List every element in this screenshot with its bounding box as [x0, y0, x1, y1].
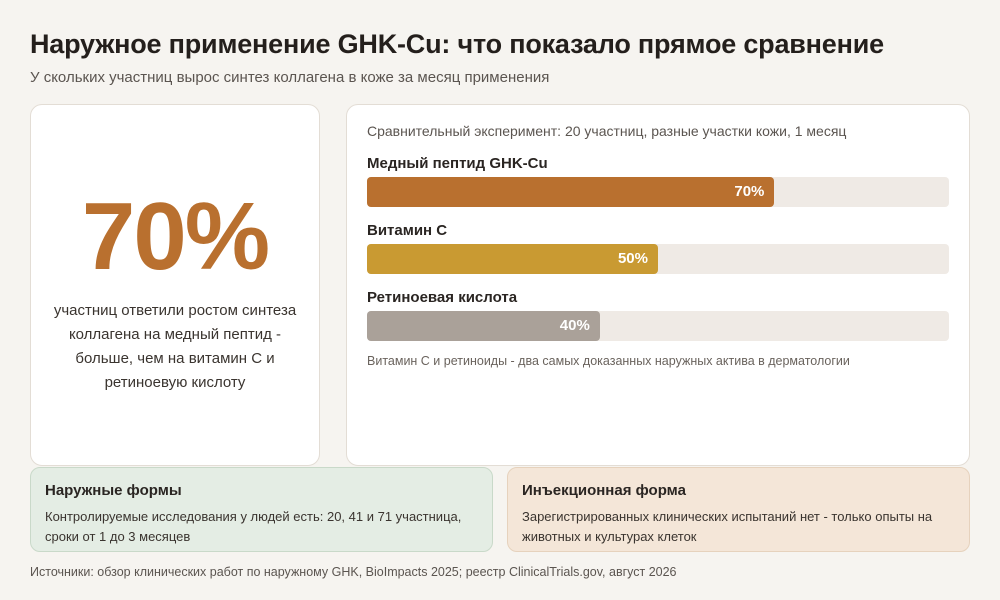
bar-label: Витамин С	[367, 222, 448, 239]
bar-label: Ретиноевая кислота	[367, 289, 518, 306]
bar-chart-card: Сравнительный эксперимент: 20 участниц, …	[346, 104, 970, 466]
bar-track: 70%	[367, 177, 949, 207]
chart-note: Витамин С и ретиноиды - два самых доказа…	[367, 354, 850, 368]
topical-info-text: Контролируемые исследования у людей есть…	[45, 509, 462, 544]
topical-info-card: Наружные формы Контролируемые исследован…	[30, 467, 493, 552]
bar-track: 50%	[367, 244, 949, 274]
page-subtitle: У скольких участниц вырос синтез коллаге…	[30, 69, 550, 86]
bar: 50%	[367, 244, 658, 274]
chart-title: Сравнительный эксперимент: 20 участниц, …	[367, 123, 847, 139]
bar-value-label: 50%	[617, 250, 648, 267]
highlight-text: участниц ответили ростом синтеза коллаге…	[53, 302, 297, 391]
topical-info-title: Наружные формы	[45, 482, 182, 499]
injectable-info-title: Инъекционная форма	[522, 482, 686, 499]
bar-track: 40%	[367, 311, 949, 341]
bar: 40%	[367, 311, 600, 341]
sources-footer: Источники: обзор клинических работ по на…	[30, 565, 677, 579]
page-title: Наружное применение GHK-Cu: что показало…	[30, 29, 884, 59]
bar-label: Медный пептид GHK-Cu	[367, 155, 548, 172]
highlight-value: 70%	[81, 183, 270, 290]
injectable-info-card: Инъекционная форма Зарегистрированных кл…	[507, 467, 970, 552]
bar-value-label: 40%	[559, 317, 590, 334]
bar: 70%	[367, 177, 775, 207]
injectable-info-text: Зарегистрированных клинических испытаний…	[522, 509, 933, 544]
highlight-card: 70% участниц ответили ростом синтеза кол…	[30, 104, 320, 466]
bar-value-label: 70%	[734, 183, 765, 200]
